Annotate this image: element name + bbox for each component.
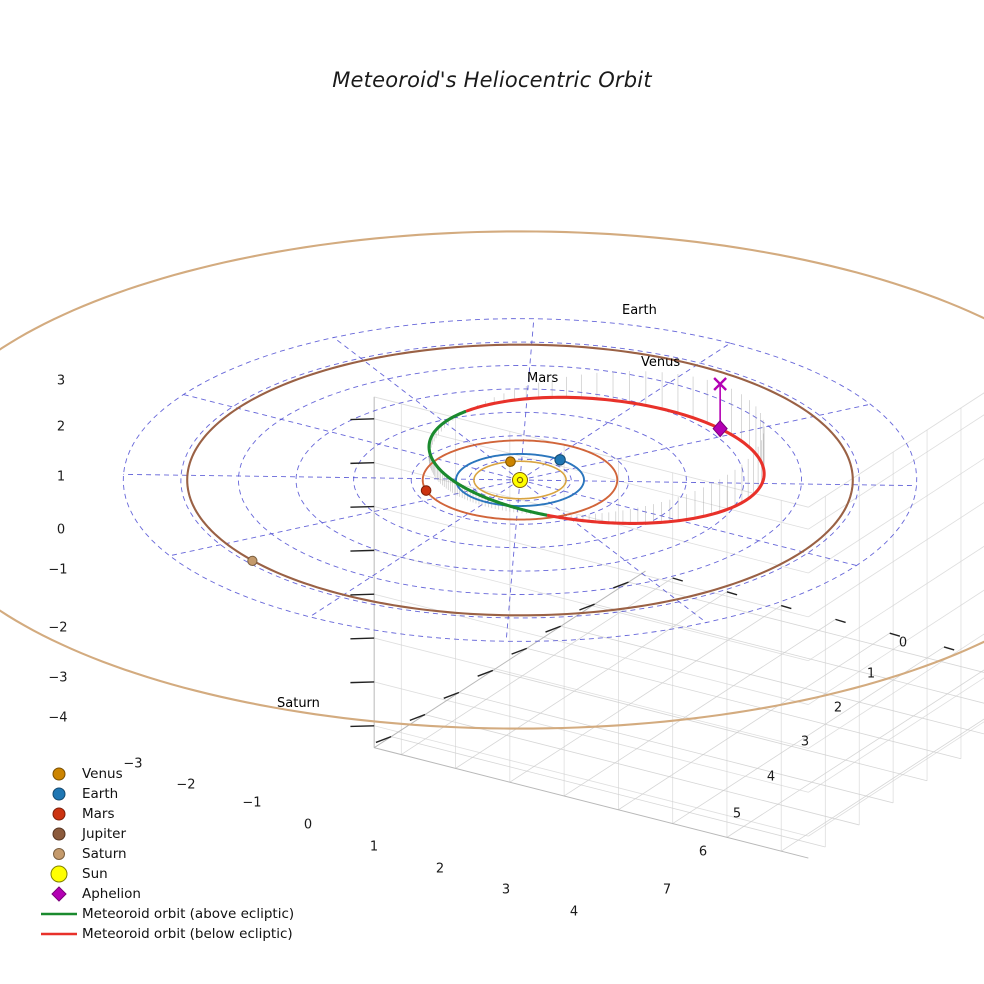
earth-label: Earth — [622, 303, 657, 318]
legend-item-saturn[interactable]: Saturn — [36, 844, 306, 864]
venus-label: Venus — [641, 355, 681, 370]
sun-marker — [512, 472, 528, 488]
x_tick_labels-tick-1: −2 — [176, 777, 196, 793]
mars-marker — [420, 485, 432, 496]
meteoroid-above-ecliptic — [471, 490, 549, 517]
earth-marker — [554, 454, 566, 466]
z_tick_labels-tick-2: 1 — [56, 469, 66, 485]
legend-item-label: Earth — [82, 786, 119, 802]
aphelion-marker — [712, 419, 728, 438]
saturn-marker — [247, 555, 258, 566]
legend-item-mars[interactable]: Mars — [36, 804, 306, 824]
x_tick_labels-tick-0: −3 — [123, 756, 143, 772]
z_tick_labels-tick-5: −2 — [48, 620, 68, 636]
body-markers — [247, 377, 728, 566]
x_tick_labels-tick-3: 0 — [303, 817, 313, 833]
x_tick_labels-tick-7: 4 — [569, 904, 579, 920]
legend-item-sun[interactable]: Sun — [36, 864, 306, 884]
z_tick_labels-tick-0: 3 — [56, 373, 66, 389]
legend-item-label: Meteoroid orbit (below ecliptic) — [82, 926, 293, 942]
x_tick_labels-tick-2: −1 — [242, 795, 262, 811]
y_tick_labels-tick-3: 3 — [800, 734, 810, 750]
y_tick_labels-tick-1: 1 — [866, 666, 876, 682]
mars-label: Mars — [527, 371, 559, 386]
aphelion-projection-icon — [713, 377, 727, 391]
meteoroid-orbit-path — [427, 395, 766, 525]
planet-orbit-paths — [0, 230, 984, 730]
legend-marker-icon — [36, 784, 82, 804]
legend-marker-icon — [36, 864, 82, 884]
venus-marker — [505, 456, 516, 467]
y_tick_labels-tick-2: 2 — [833, 700, 843, 716]
sun-inner-ring — [516, 476, 524, 484]
y_tick_labels-tick-7: 7 — [662, 882, 672, 898]
z_tick_labels-tick-3: 0 — [56, 522, 66, 538]
legend-item-aphelion[interactable]: Aphelion — [36, 884, 306, 904]
z_tick_labels-tick-6: −3 — [48, 670, 68, 686]
legend-marker-icon — [36, 884, 82, 904]
legend-marker-icon — [36, 804, 82, 824]
meteoroid-above-ecliptic — [427, 409, 475, 494]
legend-item-label: Venus — [82, 766, 123, 782]
legend: Venus Earth Mars Jupiter Saturn Sun Aphelion Me… — [36, 764, 306, 944]
legend-marker-icon — [36, 844, 82, 864]
y_tick_labels-tick-6: 6 — [698, 844, 708, 860]
legend-item-meteoroid-orbit-below-ecliptic[interactable]: Meteoroid orbit (below ecliptic) — [36, 924, 306, 944]
legend-item-label: Aphelion — [82, 886, 141, 902]
z_tick_labels-tick-1: 2 — [56, 419, 66, 435]
axis-tick-marks — [350, 418, 955, 744]
legend-item-jupiter[interactable]: Jupiter — [36, 824, 306, 844]
legend-item-label: Mars — [82, 806, 115, 822]
y_tick_labels-tick-4: 4 — [766, 769, 776, 785]
y_tick_labels-tick-0: 0 — [898, 635, 908, 651]
y_tick_labels-tick-5: 5 — [732, 806, 742, 822]
legend-marker-icon — [36, 764, 82, 784]
saturn-label: Saturn — [277, 696, 320, 711]
x_tick_labels-tick-5: 2 — [435, 861, 445, 877]
x_tick_labels-tick-4: 1 — [369, 839, 379, 855]
z_tick_labels-tick-4: −1 — [48, 562, 68, 578]
legend-marker-icon — [36, 904, 82, 924]
page-title: Meteoroid's Heliocentric Orbit — [332, 68, 652, 92]
legend-marker-icon — [36, 924, 82, 944]
meteoroid-below-ecliptic — [465, 395, 766, 525]
legend-item-label: Meteoroid orbit (above ecliptic) — [82, 906, 295, 922]
legend-item-label: Jupiter — [82, 826, 127, 842]
legend-item-label: Sun — [82, 866, 108, 882]
legend-marker-icon — [36, 824, 82, 844]
legend-item-label: Saturn — [82, 846, 127, 862]
x_tick_labels-tick-6: 3 — [501, 882, 511, 898]
legend-item-meteoroid-orbit-above-ecliptic[interactable]: Meteoroid orbit (above ecliptic) — [36, 904, 306, 924]
z_tick_labels-tick-7: −4 — [48, 710, 68, 726]
legend-item-earth[interactable]: Earth — [36, 784, 306, 804]
legend-item-venus[interactable]: Venus — [36, 764, 306, 784]
